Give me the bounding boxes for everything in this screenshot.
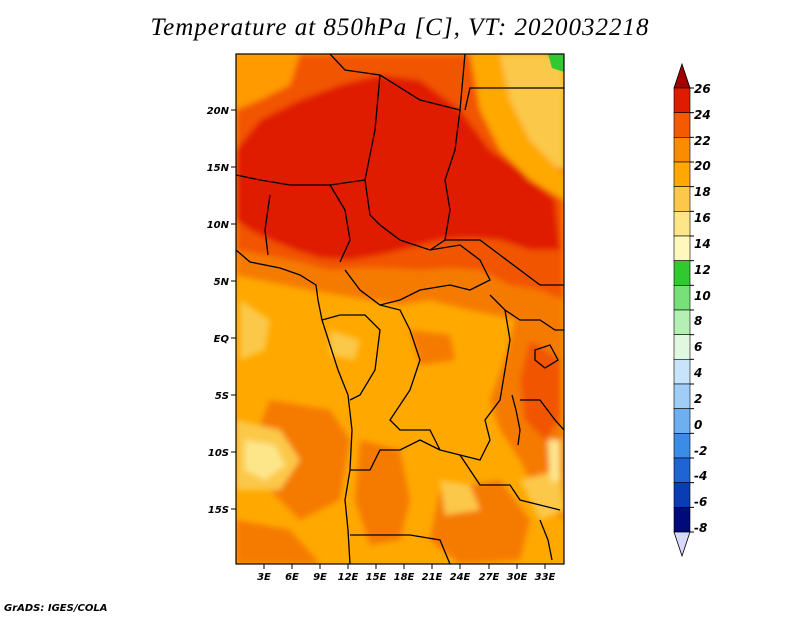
- lat-ticks: [231, 109, 236, 510]
- band-18-south-corner: [520, 470, 564, 520]
- lat-labels: 20N 15N 10N 5N EQ 5S 10S 15S: [207, 106, 230, 516]
- colorbar-labels: 26 24 22 20 18 16 14 12 10 8 6 4 2 0 -2 …: [693, 82, 711, 535]
- colorbar-cell: [673, 457, 691, 483]
- colorbar-cell: [673, 507, 691, 533]
- lon-label: 9E: [313, 572, 327, 583]
- lat-label: 15S: [208, 505, 229, 516]
- colorbar-cell: [673, 309, 691, 335]
- colorbar-cell: [673, 211, 691, 237]
- grads-credit: GrADS: IGES/COLA: [4, 603, 108, 614]
- lake-tanganyika: [511, 394, 521, 446]
- lon-label: 3E: [257, 572, 271, 583]
- chart-title: Temperature at 850hPa [C], VT: 202003221…: [150, 14, 650, 41]
- border-east: [504, 309, 564, 431]
- colorbar-bottom-arrow: [673, 531, 691, 558]
- colorbar-label: -8: [694, 521, 707, 535]
- colorbar-label: -6: [694, 495, 707, 509]
- border-algeria-libya: [329, 54, 466, 111]
- lon-label: 27E: [479, 572, 500, 583]
- colorbar-cell: [673, 87, 691, 113]
- colorbar-label: -2: [694, 444, 707, 458]
- colorbar-label: 10: [694, 289, 711, 303]
- coastline-west: [236, 249, 353, 564]
- border-zambia: [459, 454, 561, 511]
- band-20-northeast: [470, 54, 564, 200]
- border-sahel: [236, 174, 366, 186]
- band-18-west-coast: [240, 300, 270, 360]
- colorbar-label: 20: [694, 159, 711, 173]
- lon-ticks: [263, 564, 546, 569]
- lat-label: 5S: [215, 391, 229, 402]
- colorbar-cell: [673, 137, 691, 163]
- lon-label: 30E: [507, 572, 528, 583]
- colorbar-label: 26: [694, 82, 711, 96]
- colorbar-cell: [673, 260, 691, 286]
- colorbar-label: 0: [694, 418, 702, 432]
- lake-victoria: [534, 344, 559, 369]
- boundaries: [236, 54, 564, 564]
- band-26: [236, 75, 560, 260]
- band-12-northeast: [548, 54, 564, 72]
- colorbar-cell: [673, 433, 691, 459]
- colorbar-label: -4: [694, 469, 707, 483]
- lat-label: 10N: [207, 220, 230, 231]
- border-nigeria: [264, 184, 351, 263]
- lon-label: 15E: [366, 572, 387, 583]
- lon-label: 12E: [338, 572, 359, 583]
- band-18-southeast: [440, 480, 480, 515]
- colorbar-label: 18: [694, 185, 711, 199]
- lat-label: 5N: [214, 277, 230, 288]
- colorbar-cell: [673, 408, 691, 434]
- lat-label: EQ: [214, 334, 230, 345]
- lat-label: 15N: [207, 163, 230, 174]
- colorbar-top-arrow: [673, 62, 691, 89]
- colorbar-cell: [673, 359, 691, 385]
- colorbar-cell: [673, 285, 691, 311]
- band-18-northeast: [500, 54, 564, 170]
- lon-labels: 3E 6E 9E 12E 15E 18E 21E 24E 27E 30E 33E: [257, 572, 555, 583]
- colorbar-cell: [673, 161, 691, 187]
- map-frame: [235, 53, 565, 565]
- border-south-sudan: [445, 239, 564, 286]
- colorbar-label: 16: [694, 211, 711, 225]
- colorbar-label: 4: [693, 366, 702, 380]
- colorbar-label: 14: [694, 237, 711, 251]
- colorbar-label: 8: [694, 314, 702, 328]
- lon-label: 18E: [394, 572, 415, 583]
- lake-malawi: [539, 519, 553, 561]
- colorbar-label: 2: [694, 392, 702, 406]
- border-gabon-congo: [321, 314, 381, 401]
- lon-label: 33E: [535, 572, 556, 583]
- border-angola: [350, 439, 451, 564]
- band-22-northwest: [236, 54, 300, 110]
- band-22-lower: [236, 520, 320, 564]
- lon-label: 21E: [422, 572, 443, 583]
- band-22-south-center: [355, 440, 410, 545]
- band-18-south-center: [330, 330, 360, 360]
- border-chad-sudan: [429, 109, 461, 251]
- colorbar-cell: [673, 334, 691, 360]
- colorbar-cell: [673, 112, 691, 138]
- border-libya-egypt: [464, 87, 564, 111]
- colorbar-cell: [673, 482, 691, 508]
- colorbar-cell: [673, 235, 691, 261]
- colorbar: 26 24 22 20 18 16 14 12 10 8 6 4 2 0 -2 …: [673, 62, 711, 558]
- colorbar-label: 6: [694, 340, 702, 354]
- lon-label: 6E: [285, 572, 299, 583]
- colorbar-label: 12: [694, 263, 711, 277]
- temperature-field: [236, 54, 564, 564]
- band-16-southwest: [245, 440, 285, 480]
- colorbar-cell: [673, 186, 691, 212]
- lat-label: 20N: [207, 106, 230, 117]
- lon-label: 24E: [450, 572, 471, 583]
- colorbar-label: 24: [694, 108, 711, 122]
- band-22-central: [410, 330, 455, 365]
- lat-label: 10S: [208, 448, 229, 459]
- colorbar-cell: [673, 383, 691, 409]
- colorbar-label: 22: [694, 134, 711, 148]
- band-16-east-ridge: [548, 440, 560, 482]
